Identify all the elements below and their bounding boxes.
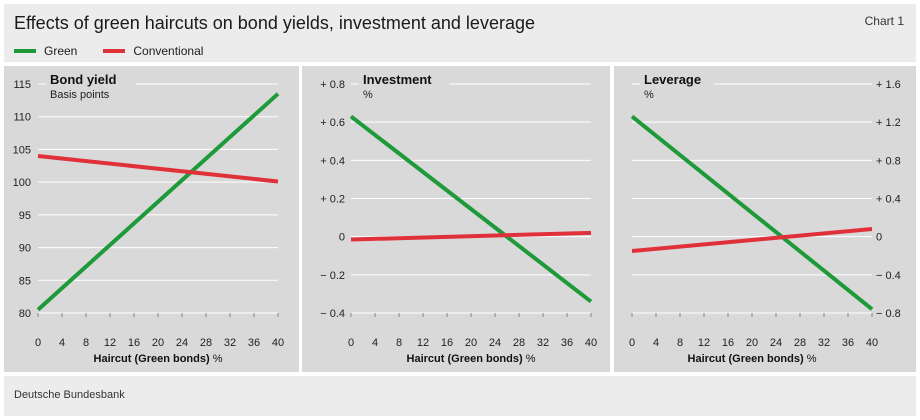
panel-title: Leverage <box>644 72 701 87</box>
x-tick-label: 40 <box>585 337 597 349</box>
x-tick-label: 16 <box>722 337 734 349</box>
series-line-green <box>349 114 593 304</box>
x-tick-label: 24 <box>176 337 188 349</box>
y-tick-label: − 0.4 <box>320 308 345 320</box>
panel-title: Investment <box>363 72 432 87</box>
x-axis-label: Haircut (Green bonds) % <box>688 353 817 365</box>
legend-label-green: Green <box>44 44 78 58</box>
y-tick-label: − 0.8 <box>876 308 901 320</box>
legend: Green Conventional <box>14 44 229 58</box>
title-backdrop <box>640 71 714 101</box>
x-axis-label: Haircut (Green bonds) % <box>407 353 536 365</box>
y-tick-label: 110 <box>13 112 31 124</box>
x-tick-label: 8 <box>396 337 402 349</box>
panel-background <box>614 66 916 372</box>
x-tick-label: 4 <box>372 337 378 349</box>
chart-number: Chart 1 <box>864 14 904 28</box>
legend-swatch-green <box>14 49 36 53</box>
y-tick-label: + 0.8 <box>876 155 901 167</box>
x-tick-label: 20 <box>152 337 164 349</box>
x-tick-label: 0 <box>35 337 41 349</box>
panel-title: Bond yield <box>50 72 117 87</box>
x-tick-label: 24 <box>770 337 782 349</box>
source-note: Deutsche Bundesbank <box>14 389 125 401</box>
series-line-conventional <box>37 153 279 184</box>
x-tick-label: 36 <box>842 337 854 349</box>
y-tick-label: − 0.4 <box>876 270 901 282</box>
x-tick-label: 20 <box>465 337 477 349</box>
figure-footer: Deutsche Bundesbank <box>4 376 916 416</box>
panel-leverage: − 0.8 − 0.4 0 + 0.4 + 0.8 + 1.2 + 1.6 0 4 8 12 16 20… <box>614 66 916 372</box>
x-tick-label: 32 <box>818 337 830 349</box>
y-tick-label: + 1.2 <box>876 117 901 129</box>
y-tick-label: 115 <box>13 79 31 91</box>
y-tick-label: 105 <box>13 144 31 156</box>
x-tick-label: 32 <box>224 337 236 349</box>
y-tick-label: 0 <box>339 232 345 244</box>
x-tick-label: 4 <box>59 337 65 349</box>
x-tick-label: 8 <box>677 337 683 349</box>
y-tick-label: 85 <box>19 275 31 287</box>
series-line-green <box>630 114 874 311</box>
x-tick-label: 28 <box>200 337 212 349</box>
y-tick-label: 100 <box>13 177 31 189</box>
x-tick-label: 40 <box>866 337 878 349</box>
y-tick-label: + 0.4 <box>876 194 901 206</box>
y-tick-label: 0 <box>876 232 882 244</box>
x-tick-label: 36 <box>248 337 260 349</box>
title-backdrop <box>359 71 449 101</box>
legend-swatch-conventional <box>103 49 126 53</box>
panel-bond-yield: 80 85 90 95 100 105 110 115 0 4 8 12 16 20 24 28 32 36 40 H… <box>4 66 299 372</box>
x-tick-label: 40 <box>272 337 284 349</box>
chart-title: Effects of green haircuts on bond yields… <box>14 13 535 33</box>
title-backdrop <box>46 71 136 101</box>
panel-unit: % <box>644 89 654 101</box>
y-tick-label: + 0.8 <box>320 79 345 91</box>
y-tick-label: 80 <box>19 308 31 320</box>
panel-investment: − 0.4 − 0.2 0 + 0.2 + 0.4 + 0.6 + 0.8 0 4 8 12 16 20… <box>302 66 610 372</box>
y-tick-label: − 0.2 <box>320 270 345 282</box>
figure-header: Effects of green haircuts on bond yields… <box>4 4 916 62</box>
y-tick-label: + 0.4 <box>320 155 345 167</box>
x-tick-label: 32 <box>537 337 549 349</box>
panel-background <box>302 66 610 372</box>
legend-label-conventional: Conventional <box>133 44 204 58</box>
series-line-conventional <box>350 230 592 242</box>
x-tick-label: 8 <box>83 337 89 349</box>
y-tick-label: 90 <box>19 243 31 255</box>
panel-unit: Basis points <box>50 89 110 101</box>
panel-unit: % <box>363 89 373 101</box>
x-tick-label: 20 <box>746 337 758 349</box>
x-tick-label: 4 <box>653 337 659 349</box>
legend-item-conventional: Conventional <box>103 44 203 58</box>
y-tick-label: 95 <box>19 210 31 222</box>
x-tick-label: 12 <box>698 337 710 349</box>
x-tick-label: 12 <box>104 337 116 349</box>
x-tick-label: 12 <box>417 337 429 349</box>
x-tick-label: 36 <box>561 337 573 349</box>
series-line-green <box>36 92 280 312</box>
y-tick-label: + 0.6 <box>320 117 345 129</box>
y-tick-label: + 0.2 <box>320 194 345 206</box>
x-tick-label: 16 <box>128 337 140 349</box>
x-axis-label: Haircut (Green bonds) % <box>94 353 223 365</box>
x-tick-label: 24 <box>489 337 501 349</box>
x-tick-label: 0 <box>629 337 635 349</box>
series-line-conventional <box>631 227 873 253</box>
y-tick-label: + 1.6 <box>876 79 901 91</box>
x-tick-label: 16 <box>441 337 453 349</box>
x-tick-label: 0 <box>348 337 354 349</box>
x-tick-label: 28 <box>513 337 525 349</box>
panel-background <box>4 66 299 372</box>
legend-item-green: Green <box>14 44 77 58</box>
x-tick-label: 28 <box>794 337 806 349</box>
